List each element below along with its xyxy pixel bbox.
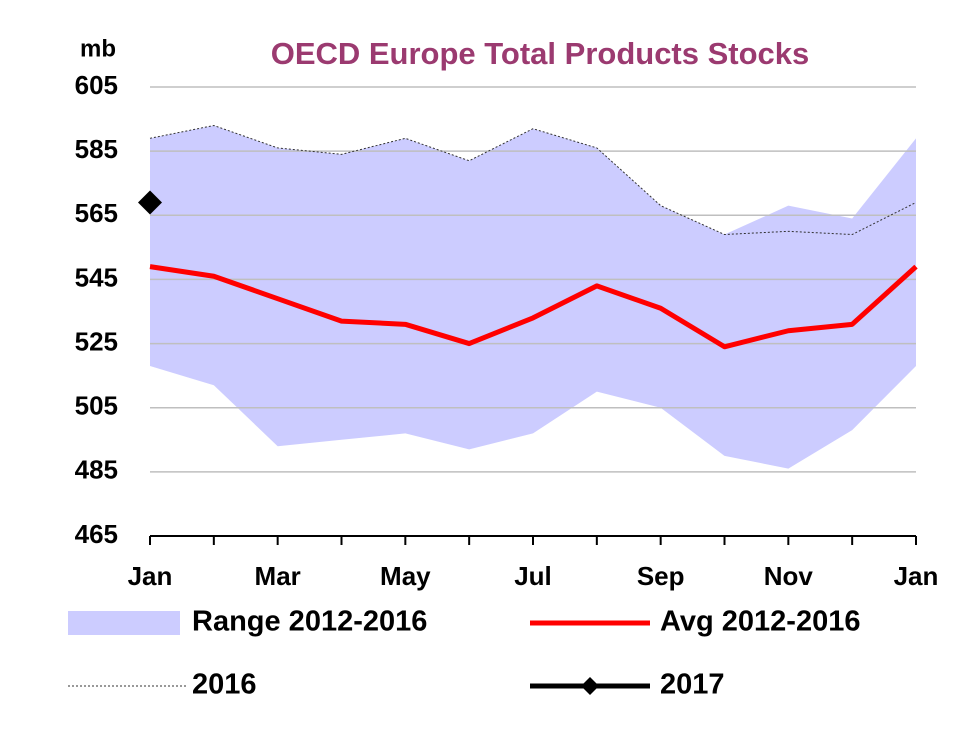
- y-tick-label: 565: [75, 198, 118, 228]
- y-tick-label: 585: [75, 134, 118, 164]
- x-tick-label: Jul: [514, 561, 552, 591]
- point-marker: [138, 190, 162, 215]
- y-tick-label: 465: [75, 519, 118, 549]
- x-tick-label: May: [380, 561, 431, 591]
- x-tick-label: Nov: [764, 561, 814, 591]
- y-axis-label: mb: [80, 35, 116, 62]
- chart-title: OECD Europe Total Products Stocks: [271, 36, 810, 71]
- y-tick-label: 525: [75, 326, 118, 356]
- x-tick-label: Jan: [894, 561, 939, 591]
- legend-swatch: [68, 611, 180, 635]
- y-tick-label: 505: [75, 391, 118, 421]
- x-tick-label: Mar: [255, 561, 301, 591]
- legend-label: Range 2012-2016: [192, 606, 427, 638]
- range-area: [150, 125, 916, 469]
- line-series: [149, 124, 917, 236]
- legend-label: 2017: [660, 669, 725, 701]
- y-tick-label: 605: [75, 70, 118, 100]
- y-tick-label: 545: [75, 262, 118, 292]
- legend-marker: [581, 677, 599, 695]
- x-tick-label: Jan: [128, 561, 173, 591]
- line-series: [149, 264, 918, 350]
- legend-label: Avg 2012-2016: [660, 606, 860, 638]
- legend-label: 2016: [192, 669, 257, 701]
- y-tick-label: 485: [75, 455, 118, 485]
- x-tick-label: Sep: [637, 561, 685, 591]
